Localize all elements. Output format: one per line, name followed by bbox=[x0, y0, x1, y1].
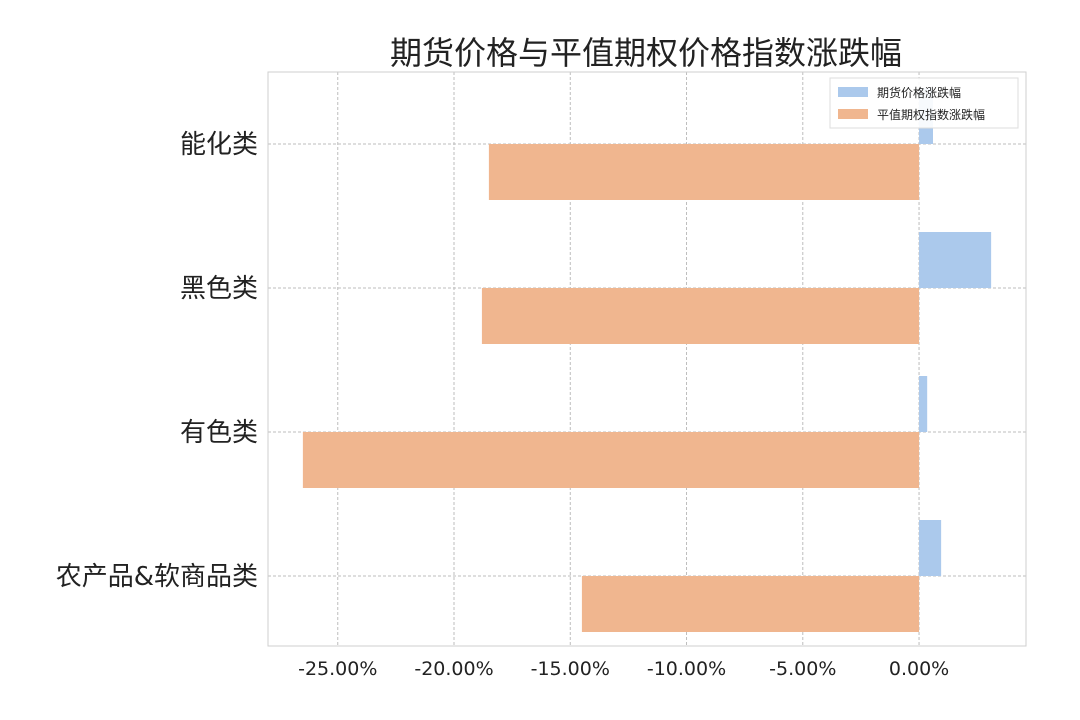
y-tick-label: 农产品&软商品类 bbox=[56, 562, 258, 592]
y-tick-label: 黑色类 bbox=[180, 274, 258, 304]
x-tick-label: -10.00% bbox=[647, 658, 726, 680]
x-tick-label: 0.00% bbox=[889, 658, 949, 680]
x-tick-label: -15.00% bbox=[531, 658, 610, 680]
chart-title: 期货价格与平值期权价格指数涨跌幅 bbox=[390, 34, 902, 72]
bar-futures bbox=[919, 232, 992, 288]
x-tick-label: -20.00% bbox=[414, 658, 493, 680]
x-axis-labels: -25.00% -20.00% -15.00% -10.00% -5.00% 0.00% bbox=[298, 658, 949, 680]
legend-swatch-options bbox=[838, 109, 868, 119]
x-tick-label: -25.00% bbox=[298, 658, 377, 680]
x-tick-label: -5.00% bbox=[769, 658, 836, 680]
legend-label-options: 平值期权指数涨跌幅 bbox=[877, 107, 985, 122]
legend-label-futures: 期货价格涨跌幅 bbox=[877, 85, 961, 100]
y-tick-label: 有色类 bbox=[180, 418, 258, 448]
bar-options bbox=[302, 432, 920, 488]
y-tick-label: 能化类 bbox=[180, 130, 258, 160]
bar-options bbox=[488, 144, 920, 200]
bar-futures bbox=[919, 520, 942, 576]
bar-options bbox=[581, 576, 920, 632]
plot-frame bbox=[267, 71, 1027, 647]
legend: 期货价格涨跌幅 平值期权指数涨跌幅 bbox=[829, 77, 1019, 129]
bar-options bbox=[481, 288, 920, 344]
legend-swatch-futures bbox=[838, 87, 868, 97]
bars-layer bbox=[302, 88, 992, 632]
legend-box bbox=[829, 77, 1019, 129]
bar-futures bbox=[919, 376, 928, 432]
